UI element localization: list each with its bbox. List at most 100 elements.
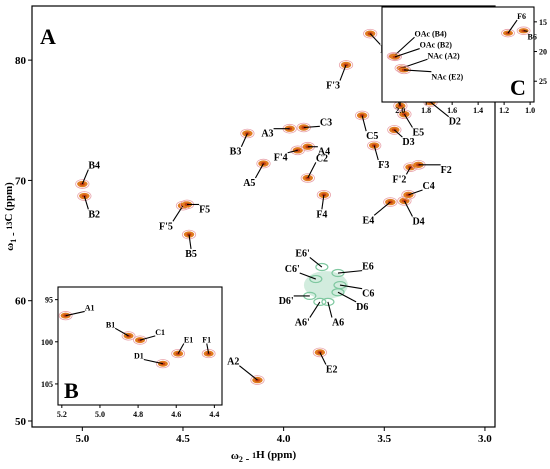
x-tick-label: 1.8 [421, 106, 431, 115]
peak-leader-line [373, 145, 379, 161]
peak-label: F2 [441, 165, 452, 176]
peak-label: C5 [366, 131, 378, 142]
green-peak-region [303, 271, 348, 300]
peak-leader-line [287, 149, 298, 154]
peak-leader-line [206, 343, 210, 354]
panel-letter-a: A [40, 24, 56, 49]
peak-leader-line [240, 133, 248, 147]
peak-contour [75, 179, 90, 189]
y-axis-label-part: 13 [5, 222, 14, 230]
peak-contour [315, 262, 329, 272]
peak-contour [363, 28, 378, 39]
peak-leader-line [404, 69, 432, 73]
peak-contour [181, 229, 197, 240]
peak-leader-line [339, 284, 363, 290]
x-axis-label-part: 2 [239, 455, 243, 464]
peak-label: B6 [528, 32, 537, 41]
peak-contour [201, 348, 216, 359]
peak-label: C3 [320, 117, 332, 128]
peak-leader-line [369, 33, 381, 45]
inset-frame [57, 286, 223, 406]
peak-label: F6 [517, 12, 526, 21]
peak-contour [516, 26, 531, 35]
peak-label: A3 [261, 129, 273, 140]
peak-leader-line [405, 166, 411, 175]
peak-contour [331, 268, 345, 278]
y-tick-label: 15 [539, 18, 547, 27]
peak-contour [250, 375, 265, 385]
peak-label: B2 [88, 209, 100, 220]
peak-leader-line [139, 335, 156, 341]
x-tick-label: 2.0 [395, 106, 405, 115]
peak-label: B4 [88, 161, 100, 172]
peak-leader-line [299, 272, 317, 280]
peak-leader-line [81, 169, 89, 185]
x-tick-label: 4.8 [133, 410, 143, 419]
x-axis-label-part: ω [231, 450, 239, 462]
peak-label: F'3 [326, 81, 340, 92]
peak-leader-line [394, 48, 420, 58]
x-tick-label: 5.2 [57, 410, 67, 419]
y-tick-label: 50 [15, 416, 27, 428]
peak-leader-line [321, 194, 325, 210]
x-tick-label: 5.0 [75, 433, 89, 445]
x-axis-label: ω2 - 1H (ppm) [231, 449, 297, 465]
peak-contour [333, 280, 347, 290]
peak-contour [121, 331, 136, 341]
inset-frame [381, 6, 535, 103]
x-tick-label: 1.2 [499, 106, 509, 115]
y-tick-label: 60 [15, 296, 27, 308]
peak-contour [313, 297, 327, 307]
peak-label: E6 [362, 262, 374, 273]
peak-contour [316, 190, 331, 200]
peak-contour [386, 52, 401, 61]
x-tick-label: 4.5 [176, 433, 190, 445]
peak-leader-line [373, 201, 391, 216]
peak-leader-line [361, 115, 367, 132]
peak-label: D6' [279, 296, 294, 307]
peak-contour [321, 297, 335, 307]
peak-label: B1 [106, 320, 115, 329]
peak-contour [312, 347, 327, 358]
y-axis-label-part: ω [4, 243, 16, 251]
peak-contour [133, 335, 147, 345]
peak-leader-line [319, 352, 327, 365]
peak-leader-line [430, 101, 450, 118]
peak-label: B3 [230, 147, 242, 158]
peak-leader-line [309, 301, 321, 318]
peak-contour [300, 173, 315, 183]
peak-label: D6 [356, 302, 368, 313]
peak-leader-line [114, 327, 129, 337]
peak-label: F'5 [159, 221, 173, 232]
peak-leader-line [507, 19, 518, 34]
peak-label: B5 [185, 249, 197, 260]
peak-leader-line [393, 129, 403, 138]
x-tick-label: 4.6 [171, 410, 181, 419]
peak-leader-line [307, 162, 317, 179]
y-tick-label: 105 [41, 380, 53, 389]
peak-label: OAc (B4) [414, 29, 447, 38]
peak-contour [401, 190, 416, 200]
y-axis-label: ω1 - 13C (ppm) [3, 182, 19, 251]
peak-label: NAc (E2) [431, 73, 463, 82]
x-tick-label: 3.5 [377, 433, 391, 445]
peak-leader-line [337, 291, 357, 303]
x-tick-label: 1.4 [473, 106, 483, 115]
y-tick-label: 100 [41, 338, 53, 347]
peak-label: OAc (B2) [420, 41, 453, 50]
x-tick-label: 1.6 [447, 106, 457, 115]
peak-label: E6' [295, 248, 310, 259]
peak-label: F4 [316, 209, 327, 220]
peak-label: C6' [285, 264, 300, 275]
peak-leader-line [65, 310, 85, 317]
peak-contour [77, 191, 92, 201]
plot-frame [31, 5, 496, 428]
peak-contour [155, 359, 170, 369]
peak-contour [387, 125, 402, 135]
peak-label: A6' [295, 318, 310, 329]
peak-contour [256, 158, 271, 169]
panel-letter-b: B [64, 378, 79, 403]
peak-label: E2 [326, 364, 338, 375]
